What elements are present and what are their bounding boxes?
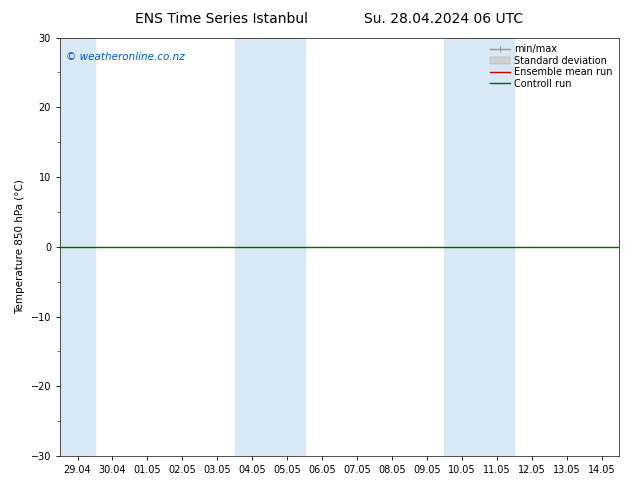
Bar — [444, 38, 514, 456]
Text: Su. 28.04.2024 06 UTC: Su. 28.04.2024 06 UTC — [365, 12, 523, 26]
Text: ENS Time Series Istanbul: ENS Time Series Istanbul — [136, 12, 308, 26]
Text: © weatheronline.co.nz: © weatheronline.co.nz — [66, 52, 184, 62]
Bar — [235, 38, 304, 456]
Y-axis label: Temperature 850 hPa (°C): Temperature 850 hPa (°C) — [15, 179, 25, 314]
Legend: min/max, Standard deviation, Ensemble mean run, Controll run: min/max, Standard deviation, Ensemble me… — [488, 43, 614, 91]
Bar — [60, 38, 95, 456]
